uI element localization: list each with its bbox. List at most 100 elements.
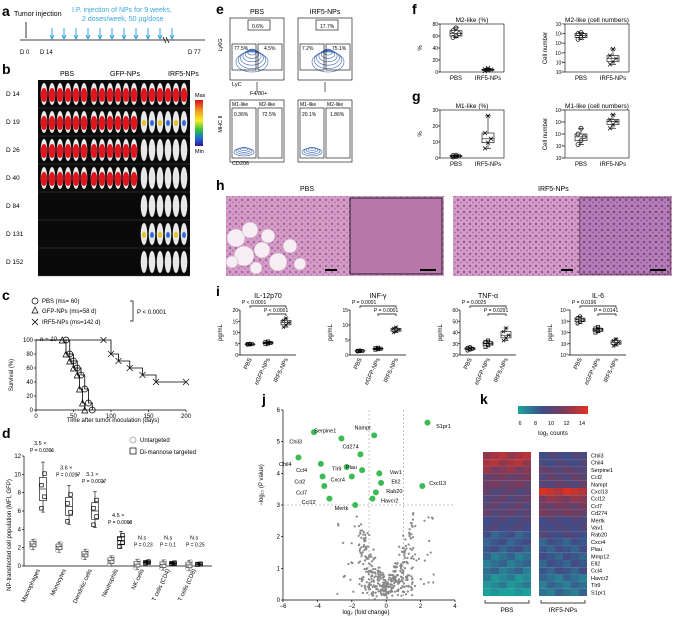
ns-gene-point [399,567,403,570]
ns-gene-point [364,533,367,536]
category-label: Dendritic cells [73,568,94,604]
tumor-signal [98,144,106,158]
data-point [245,342,250,346]
heatmap-cell [571,531,579,539]
heatmap-cell [507,466,515,474]
tumor-signal [130,116,138,130]
ns-gene-point [367,572,370,576]
fold-change: 3.1 × [86,472,98,478]
heatmap-cell [555,552,563,560]
ns-gene-point [390,580,393,583]
heatmap-cell [515,495,523,503]
heatmap-cell [483,466,491,474]
data-point [578,125,584,131]
heatmap-cell [539,459,547,467]
mouse [140,195,148,217]
data-point [29,545,34,550]
ns-gene-point [336,592,339,596]
heatmap-cell [483,516,491,524]
tumor-signal [72,172,80,186]
heatmap-cell [515,502,523,510]
ns-gene-point [391,584,394,587]
tumor-signal [172,88,180,102]
significance-star: * [102,480,105,487]
legend-marker-targeted [129,447,137,455]
tumor-signal [40,88,48,102]
heatmap-gene-label: Mertk [591,518,605,524]
ns-gene-point [373,597,376,601]
colorbar-tick: 10 [548,421,554,427]
heatmap: Chil3Chil4Serpine1Ccl2NamptCxcl13Ccl12Cc… [483,452,613,614]
heatmap-cell [571,552,579,560]
mouse [140,139,148,161]
sig-gene-point [326,495,333,502]
mfi-pvalue: P = 0.0207 [56,473,80,479]
panel-j: j 0 1 2 3 4 5 6 −6 −4 −2 0 2 4 Chil3 Chil4 Serpine1 Namp… [259,391,457,616]
ns-gene-point [372,584,375,587]
data-point [456,153,462,159]
gate-label: M1-like [300,102,316,108]
y-tick-label: 40 [432,46,438,52]
data-point [195,561,200,567]
mouse [148,139,156,161]
ns-gene-point [357,525,361,528]
heatmap-cell [555,567,563,575]
heatmap-cell [523,473,531,481]
intensity-colorbar [195,100,203,146]
mouse [148,167,156,189]
group-label-gfp: GFP-NPs [110,71,140,78]
contour [316,50,340,66]
y-tick-label: 0 [235,353,238,359]
ns-gene-point [360,578,363,581]
flow-gate-label: F4/80+ [250,91,267,97]
data-point [120,540,125,546]
ns-gene-point [400,586,403,590]
plot-frame [439,109,505,159]
gene-label: Havcr2 [381,498,398,504]
heatmap-cell [547,502,555,510]
panel-label-h: h [216,177,225,193]
ns-gene-point [384,590,388,593]
tumor-signal [114,144,122,158]
axis-label: Cell number [543,118,549,150]
heatmap-cell [539,588,547,596]
category-label: IRF5-NPs [273,357,290,383]
heatmap-cell [499,524,507,532]
tumor-signal [122,88,130,102]
y-tick-label: 10² [556,156,564,162]
ns-gene-point [400,563,403,566]
tumor-signal [140,88,148,102]
heatmap-cell [555,466,563,474]
heatmap-cell [499,502,507,510]
heatmap-cell [547,488,555,496]
survival-ylabel: Survival (%) [9,359,15,391]
ns-gene-point [361,591,365,595]
gene-label: Nampt [355,425,372,431]
m1-plots: M1-like (%)% 0 10 20 30 PBS IRF5-NPs M1-like (c… [418,103,630,168]
heatmap-cell [507,495,515,503]
ns-gene-point [397,578,401,581]
heatmap-cell [499,488,507,496]
sig-gene-point [295,454,302,461]
heatmap-cell [499,574,507,582]
gene-label: Chil3 [289,440,302,446]
ns-gene-point [378,570,382,573]
ns-gene-point [414,525,417,528]
panel-label-f: f [412,1,417,17]
tumor-signal [122,116,130,130]
heatmap-cell [571,538,579,546]
ns-gene-point [408,574,411,577]
ns-gene-point [370,592,373,595]
heatmap-cell [539,567,547,575]
fold-change: 3.5 × [34,441,46,447]
adipocyte [249,261,263,275]
injection-arrow [121,28,127,41]
panel-label-j: j [261,391,266,407]
heatmap-cell [515,567,523,575]
heatmap-gene-label: Ccl7 [591,504,602,510]
y-tick-label: 6 [277,408,281,414]
y-tick-label: 50 [452,319,458,325]
heatmap-cell [523,552,531,560]
